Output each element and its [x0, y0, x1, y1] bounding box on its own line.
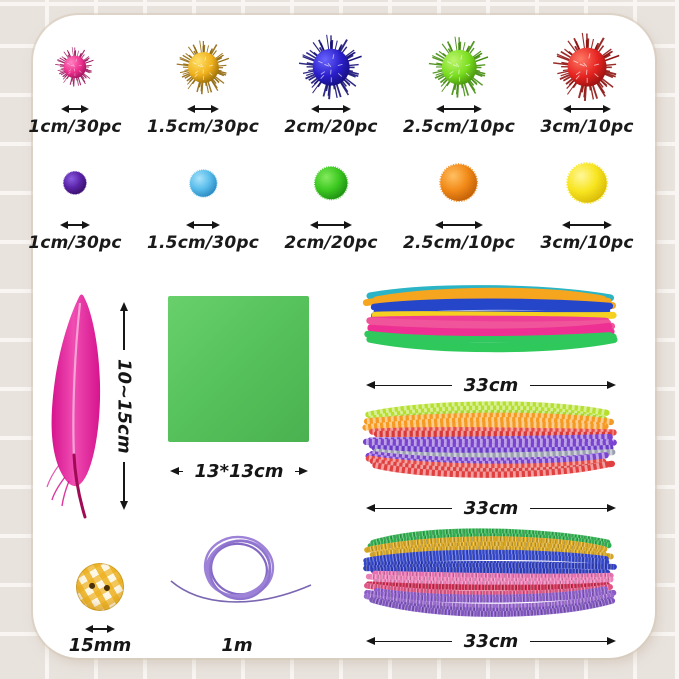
string-image — [170, 535, 312, 603]
pompom-plain-1cm: 1cm/30pc — [11, 151, 139, 253]
size-arrow-icon — [85, 624, 115, 634]
pompom-image — [56, 151, 94, 215]
arrow-right-icon — [528, 381, 616, 391]
pompom-size-label: 1cm/30pc — [28, 117, 122, 137]
pompom-plain-2cm: 2cm/20pc — [267, 151, 395, 253]
pompom-image — [175, 35, 232, 99]
glitter-pompoms-row: 1cm/30pc 1.5cm/30pc 2cm/20pc 2.5cm/10pc — [11, 32, 651, 137]
arrow-down-icon — [119, 460, 129, 510]
pompom-glitter-1-5cm: 1.5cm/30pc — [139, 35, 267, 137]
pipe-cleaner-length-label: 33cm — [463, 498, 519, 519]
paper-size-label: 13*13cm — [194, 461, 284, 482]
feather-length-label: 10~15cm — [113, 358, 135, 454]
size-arrow-icon — [60, 220, 90, 230]
feather-length-measure: 10~15cm — [111, 302, 137, 510]
pipe-cleaners-striped-image — [362, 401, 617, 478]
paper-size-measure: 13*13cm — [170, 461, 308, 482]
arrow-right-icon — [293, 467, 308, 477]
pompom-image — [428, 151, 489, 215]
size-arrow-icon — [61, 104, 89, 114]
pipe-cleaners-glitter-image — [363, 528, 617, 617]
pipe-cleaners-solid-image — [362, 285, 618, 353]
pompom-size-label: 2.5cm/10pc — [402, 117, 516, 137]
size-arrow-icon — [310, 220, 352, 230]
pompom-glitter-2-5cm: 2.5cm/10pc — [395, 35, 523, 137]
pompom-plain-1-5cm: 1.5cm/30pc — [139, 151, 267, 253]
craft-kit-contents-card: 1cm/30pc 1.5cm/30pc 2cm/20pc 2.5cm/10pc — [28, 15, 655, 658]
pompom-glitter-3cm: 3cm/10pc — [523, 32, 651, 137]
pompom-plain-3cm: 3cm/10pc — [523, 151, 651, 253]
pipe-cleaner-length-label: 33cm — [463, 631, 519, 652]
pompom-image — [181, 151, 226, 215]
size-arrow-icon — [187, 104, 219, 114]
size-arrow-icon — [436, 104, 482, 114]
pompom-image — [427, 35, 492, 99]
pompom-image — [551, 32, 623, 101]
arrow-left-icon — [366, 504, 454, 514]
pompom-size-label: 2cm/20pc — [284, 233, 378, 253]
feather-image — [46, 294, 101, 519]
size-arrow-icon — [562, 220, 612, 230]
pompom-image — [554, 151, 620, 215]
button-size-label: 15mm — [68, 635, 132, 656]
pipe-cleaner-length-measure: 33cm — [366, 631, 616, 652]
pompom-size-label: 3cm/10pc — [540, 233, 634, 253]
string-length-label: 1m — [221, 635, 253, 656]
arrow-up-icon — [119, 302, 129, 352]
arrow-right-icon — [528, 637, 616, 647]
button-image — [72, 559, 128, 615]
pipe-cleaner-length-measure: 33cm — [366, 375, 616, 396]
size-arrow-icon — [186, 220, 220, 230]
size-arrow-icon — [311, 104, 351, 114]
plain-pompoms-row: 1cm/30pc 1.5cm/30pc 2cm/20pc 2.5cm/10pc — [11, 151, 651, 253]
arrow-left-icon — [366, 381, 454, 391]
pompom-image — [297, 34, 365, 100]
paper-square-image — [168, 296, 309, 442]
pompom-glitter-1cm: 1cm/30pc — [11, 35, 139, 137]
pompom-size-label: 2.5cm/10pc — [402, 233, 516, 253]
pompom-size-label: 2cm/20pc — [284, 117, 378, 137]
pompom-plain-2-5cm: 2.5cm/10pc — [395, 151, 523, 253]
pipe-cleaner-length-label: 33cm — [463, 375, 519, 396]
pompom-image — [54, 35, 96, 99]
arrow-right-icon — [528, 504, 616, 514]
pompom-size-label: 1.5cm/30pc — [146, 233, 260, 253]
arrow-left-icon — [366, 637, 454, 647]
pompom-glitter-2cm: 2cm/20pc — [267, 34, 395, 137]
pompom-size-label: 1cm/30pc — [28, 233, 122, 253]
pompom-size-label: 3cm/10pc — [540, 117, 634, 137]
pompom-image — [304, 151, 358, 215]
size-arrow-icon — [563, 104, 611, 114]
arrow-left-icon — [170, 467, 185, 477]
size-arrow-icon — [435, 220, 483, 230]
pipe-cleaner-length-measure: 33cm — [366, 498, 616, 519]
pompom-size-label: 1.5cm/30pc — [146, 117, 260, 137]
